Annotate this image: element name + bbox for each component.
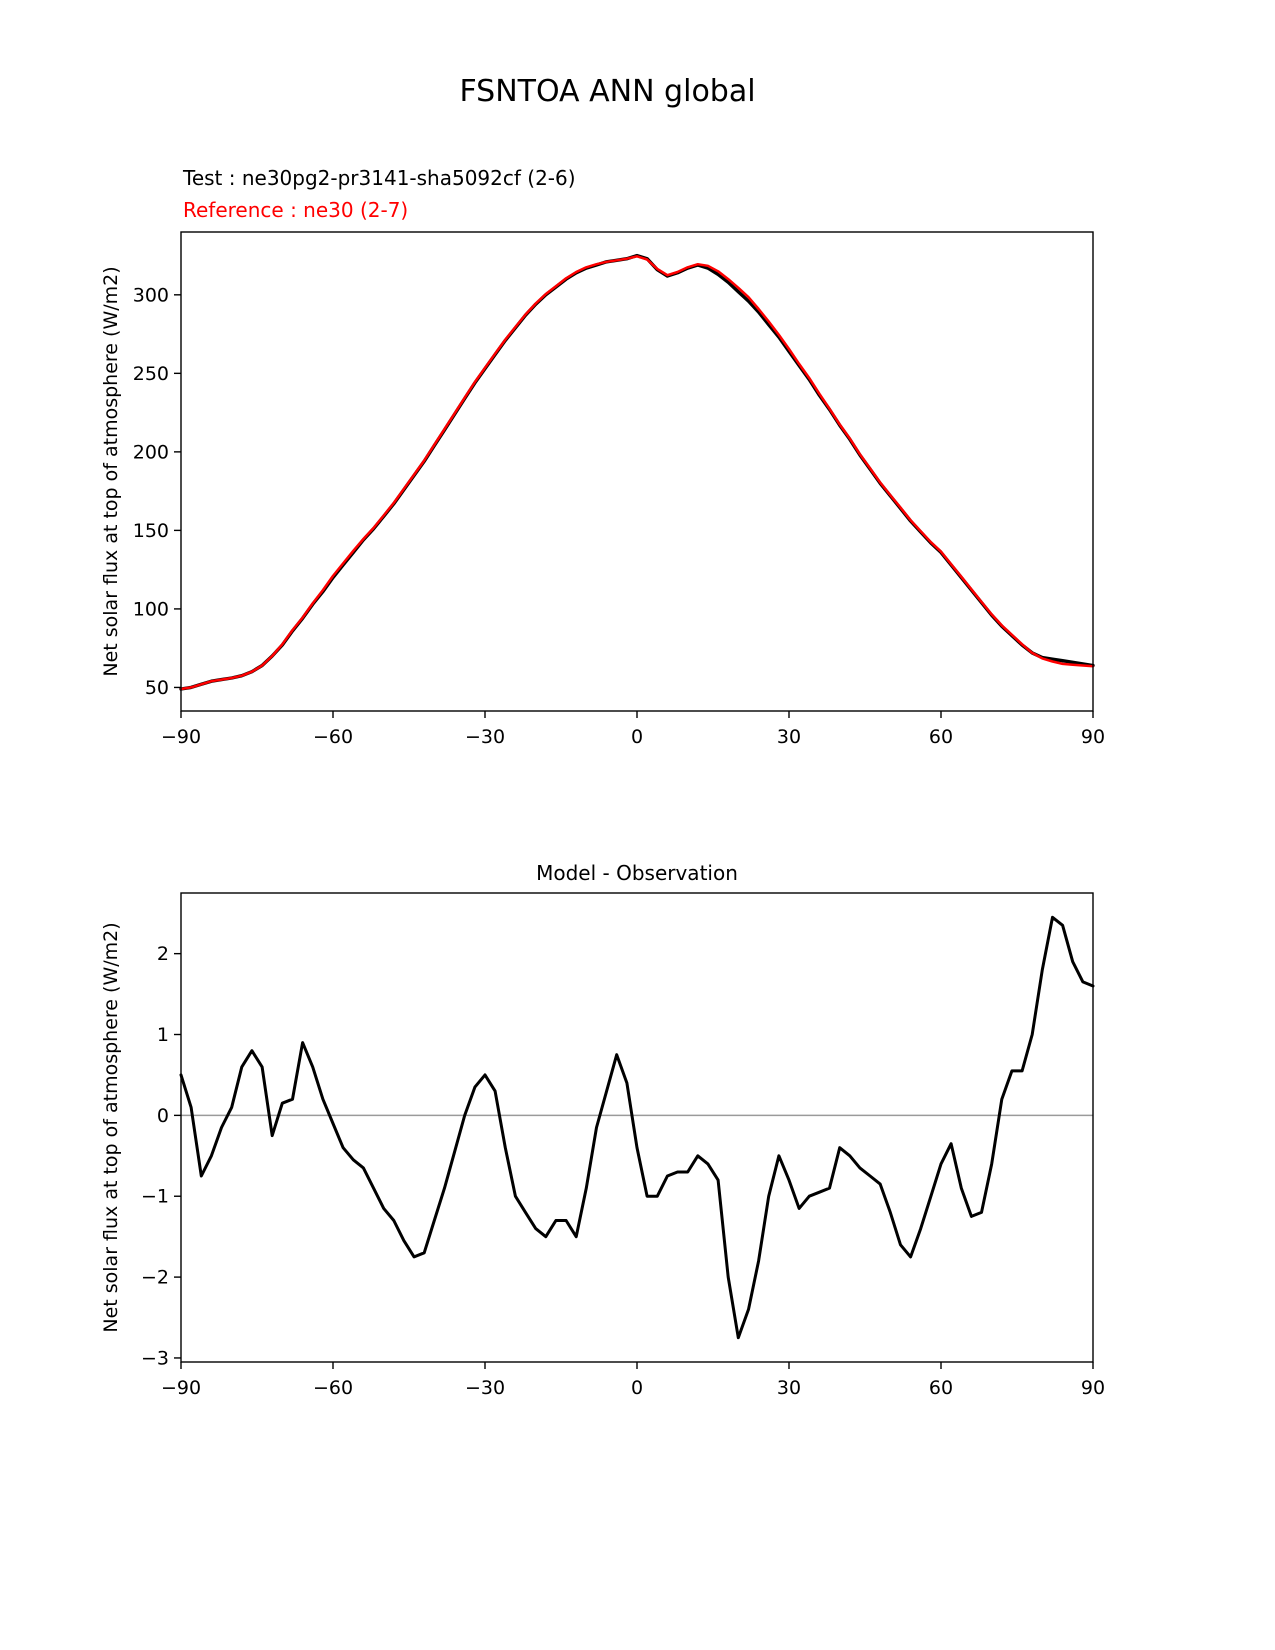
x-tick-label: −60 — [313, 1377, 353, 1399]
x-tick-label: 90 — [1081, 726, 1105, 748]
chart-title: Model - Observation — [536, 861, 738, 885]
test-run-label: Test : ne30pg2-pr3141-sha5092cf (2-6) — [183, 166, 576, 190]
x-tick-label: 0 — [631, 726, 643, 748]
y-axis-label: Net solar flux at top of atmosphere (W/m… — [100, 922, 122, 1332]
x-tick-label: 60 — [929, 726, 953, 748]
y-tick-label: −3 — [141, 1347, 169, 1369]
y-tick-label: 1 — [157, 1024, 169, 1046]
y-tick-label: 100 — [133, 598, 169, 620]
y-tick-label: 200 — [133, 441, 169, 463]
y-axis-label: Net solar flux at top of atmosphere (W/m… — [100, 266, 122, 676]
y-tick-label: 150 — [133, 520, 169, 542]
y-tick-label: 0 — [157, 1105, 169, 1127]
x-tick-label: −90 — [161, 726, 201, 748]
plot-border — [180, 231, 1094, 712]
plot-border — [180, 892, 1094, 1363]
top-chart-zonal-mean: −90 −60 −30 0 30 60 90 50 100 150 200 250 300 Net sol… — [100, 231, 1105, 748]
y-tick-label: 50 — [145, 677, 169, 699]
series-line-0 — [179, 253, 1095, 691]
y-tick-label: 250 — [133, 363, 169, 385]
x-tick-label: 60 — [929, 1377, 953, 1399]
y-tick-label: −2 — [141, 1267, 169, 1289]
x-tick-label: 30 — [777, 726, 801, 748]
x-tick-label: −60 — [313, 726, 353, 748]
y-tick-label: −1 — [141, 1186, 169, 1208]
x-tick-label: −30 — [465, 1377, 505, 1399]
x-tick-label: 0 — [631, 1377, 643, 1399]
x-tick-label: −90 — [161, 1377, 201, 1399]
bottom-chart-model-minus-observation: −90 −60 −30 0 30 60 90 −3 −2 −1 0 1 2 Model - Observa… — [100, 861, 1105, 1399]
y-tick-label: 2 — [157, 943, 169, 965]
reference-run-label: Reference : ne30 (2-7) — [183, 198, 409, 222]
y-tick-label: 300 — [133, 284, 169, 306]
series-line-0 — [179, 915, 1095, 1340]
figure-title: FSNTOA ANN global — [459, 74, 756, 109]
x-tick-label: −30 — [465, 726, 505, 748]
x-tick-label: 30 — [777, 1377, 801, 1399]
series-line-1 — [179, 255, 1095, 691]
x-tick-label: 90 — [1081, 1377, 1105, 1399]
